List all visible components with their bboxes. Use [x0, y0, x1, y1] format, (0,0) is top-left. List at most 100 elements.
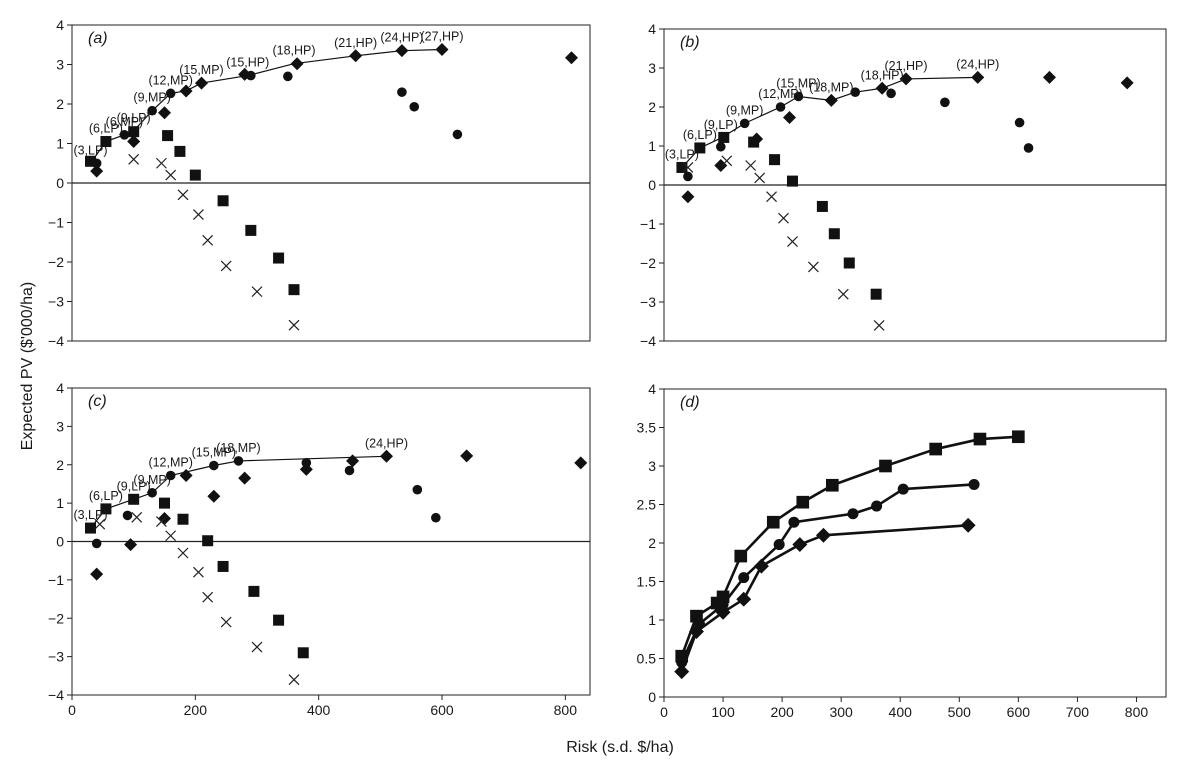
- y-tick-label: 4: [648, 381, 656, 397]
- circle-point: [886, 88, 896, 99]
- point-label: (12,MP): [148, 455, 192, 469]
- circle-point: [715, 141, 726, 152]
- point-label: (18,MP): [809, 80, 853, 94]
- y-tick-label: 1: [56, 136, 64, 152]
- circle-point: [847, 508, 859, 520]
- cross-point: [754, 172, 766, 184]
- circle-point: [968, 478, 980, 491]
- cross-point: [251, 641, 263, 653]
- diamond-point: [565, 51, 578, 65]
- circle-point: [897, 483, 909, 495]
- point-label: (3,LP): [73, 508, 107, 522]
- y-tick-label: 3: [56, 57, 64, 73]
- square-point: [177, 513, 189, 525]
- y-tick-label: −3: [48, 294, 64, 310]
- y-tick-label: 1.5: [637, 574, 657, 590]
- circle-point: [119, 130, 130, 140]
- square-point: [870, 288, 882, 300]
- diamond-point: [238, 67, 252, 81]
- diamond-point: [960, 517, 976, 533]
- square-point: [162, 130, 174, 142]
- circle-point: [344, 465, 355, 476]
- cross-point: [202, 234, 214, 246]
- cross-point: [778, 212, 789, 224]
- square-point: [217, 195, 229, 207]
- diamond-point: [714, 159, 728, 172]
- x-tick-label: 800: [1125, 704, 1149, 720]
- x-tick-label: 400: [307, 702, 331, 718]
- diamond-point: [674, 664, 690, 680]
- square-point: [128, 493, 140, 505]
- y-tick-label: 0.5: [637, 651, 657, 667]
- square-point: [273, 614, 285, 626]
- square-point: [1012, 430, 1025, 444]
- y-tick-label: 1: [56, 495, 64, 511]
- diamond-point: [792, 537, 808, 553]
- point-label: (24,HP): [380, 31, 423, 45]
- y-tick-label: 0: [56, 534, 64, 550]
- cross-point: [251, 286, 263, 298]
- point-label: (24,HP): [956, 57, 999, 71]
- point-label: (6,LP): [89, 122, 123, 136]
- y-tick-label: 1: [648, 612, 656, 628]
- circle-point: [122, 510, 133, 521]
- y-tick-label: 2: [56, 96, 64, 112]
- point-label: (9,MP): [726, 103, 764, 117]
- panel-a: 4 3 2 1 0 −1 −2 −3 −4 (a) (3,LP) (6,LP)(6,MP)(9,LP)…: [48, 17, 591, 349]
- panel-label: (d): [680, 394, 700, 411]
- cross-point: [807, 261, 819, 273]
- cross-point: [165, 169, 177, 181]
- square-point: [816, 200, 828, 212]
- square-point: [843, 257, 855, 269]
- circle-point: [431, 512, 441, 523]
- diamond-point: [158, 106, 171, 120]
- circle-point: [940, 97, 950, 108]
- square-point: [796, 495, 810, 509]
- cross-point: [155, 516, 167, 527]
- diamond-point: [1120, 76, 1134, 90]
- cross-point: [177, 547, 189, 559]
- y-tick-label: −3: [640, 294, 656, 310]
- square-point: [825, 478, 839, 492]
- cross-point: [682, 162, 694, 173]
- diamond-point: [574, 456, 588, 470]
- x-tick-label: 300: [829, 704, 853, 720]
- circle-point: [1014, 117, 1025, 128]
- diamond-point: [195, 76, 208, 90]
- circle-point: [91, 538, 102, 549]
- point-label: (18,HP): [861, 68, 904, 82]
- cross-point: [192, 566, 204, 578]
- y-tick-label: −1: [48, 572, 64, 588]
- square-point: [100, 136, 112, 148]
- y-tick-label: 1: [648, 138, 656, 154]
- panel-b: 4 3 2 1 0 −1 −2 −3 −4 (b) (3,LP) (6,LP)(9,LP)(9,MP)…: [640, 21, 1167, 349]
- circle-point: [283, 71, 293, 82]
- diamond-point: [346, 454, 360, 468]
- diamond-point: [875, 81, 889, 95]
- circle-point: [91, 158, 102, 169]
- square-point: [828, 228, 840, 240]
- y-tick-label: −1: [640, 216, 656, 232]
- diamond-point: [90, 567, 104, 581]
- x-tick-label: 200: [184, 702, 208, 718]
- point-label: (18,HP): [272, 44, 315, 58]
- square-point: [128, 126, 140, 138]
- y-tick-label: 2: [56, 457, 64, 473]
- diamond-point: [689, 624, 704, 640]
- panel-label: (a): [88, 30, 108, 47]
- diamond-point: [435, 42, 449, 56]
- diamond-point: [90, 164, 104, 178]
- y-tick-label: −2: [48, 254, 64, 270]
- diamond-point: [824, 93, 838, 107]
- cross-point: [873, 319, 885, 331]
- circle-point: [1023, 143, 1034, 153]
- diamond-point: [395, 44, 409, 58]
- panel-d: 4 3.5 3 2.5 2 1.5 1 0.5 00 100 200 300 400 500 600 700 8…: [637, 381, 1167, 720]
- y-tick-label: −1: [48, 215, 64, 231]
- diamond-point: [179, 468, 193, 482]
- square-point: [174, 145, 186, 157]
- diamond-point: [124, 538, 138, 552]
- x-tick-label: 500: [948, 704, 972, 720]
- circle-point: [233, 456, 244, 466]
- diamond-point: [715, 604, 731, 620]
